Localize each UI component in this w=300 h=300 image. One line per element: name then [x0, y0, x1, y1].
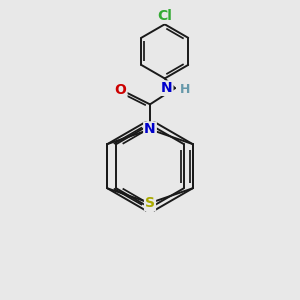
Text: N: N: [161, 81, 173, 95]
Text: N: N: [144, 122, 156, 136]
Text: H: H: [180, 83, 191, 96]
Text: O: O: [115, 82, 127, 97]
Text: Cl: Cl: [157, 9, 172, 23]
Text: S: S: [145, 196, 155, 210]
